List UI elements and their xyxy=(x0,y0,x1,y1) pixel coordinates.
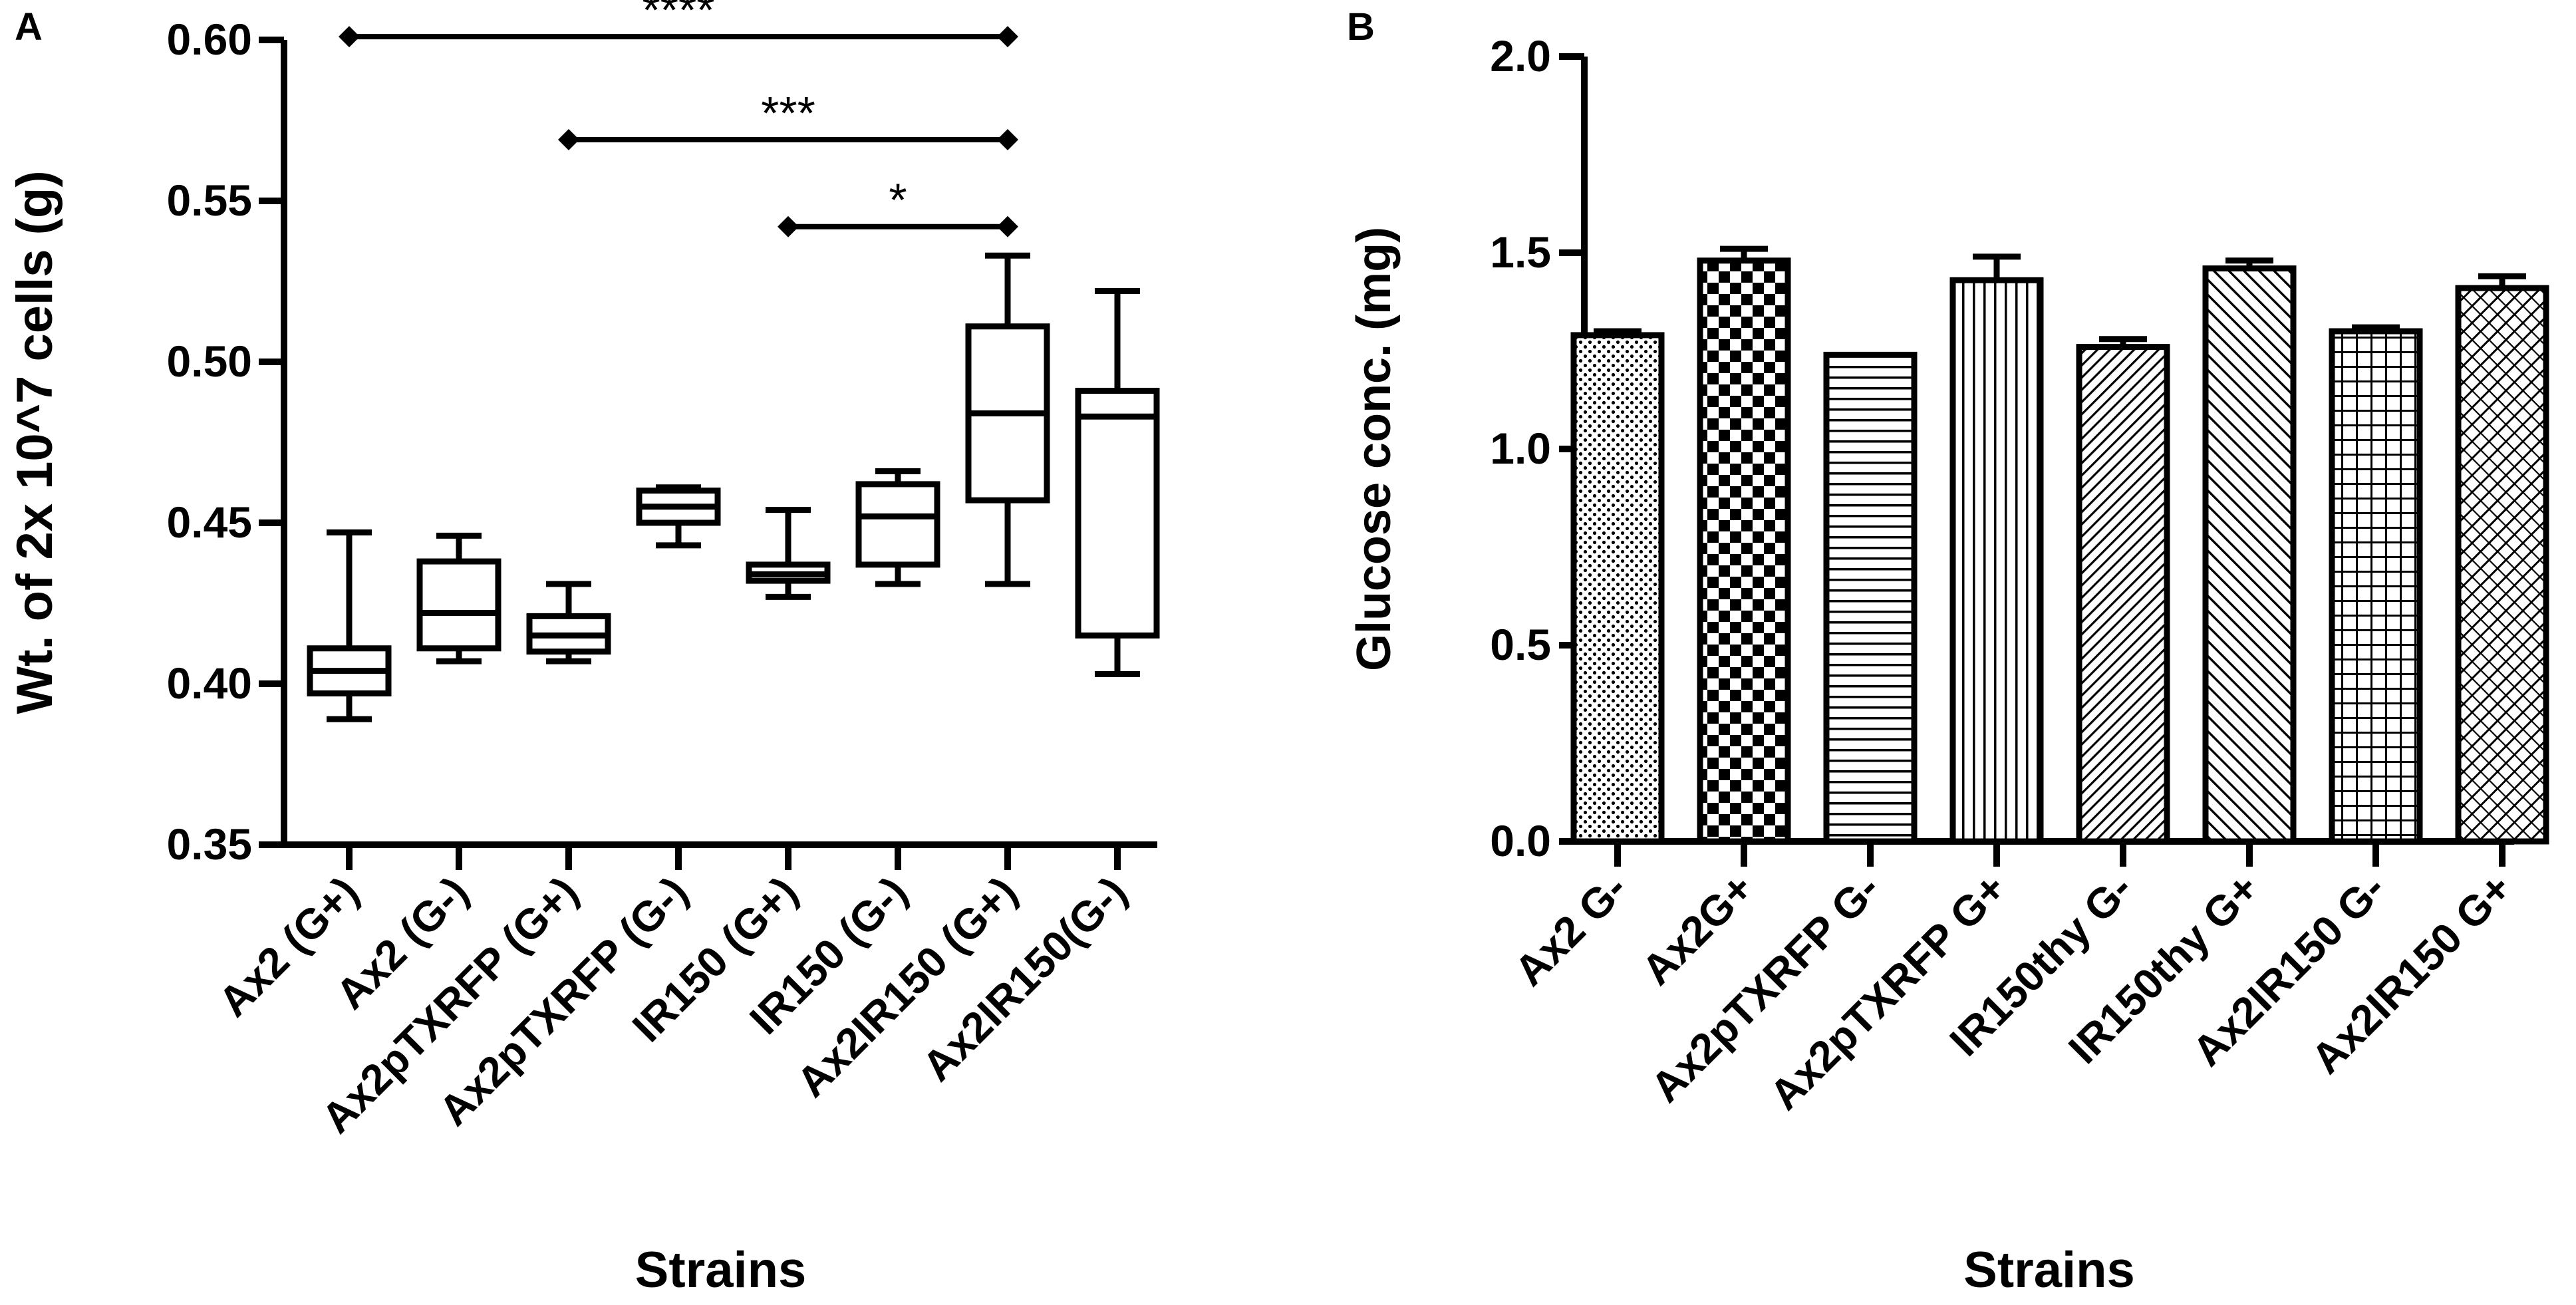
x-axis-label: Strains xyxy=(635,1242,807,1298)
y-tick-label: 0.60 xyxy=(167,15,252,64)
significance-endpoint xyxy=(339,26,360,48)
bar xyxy=(2076,344,2170,845)
y-tick-label: 0.5 xyxy=(1490,620,1551,669)
significance-label: * xyxy=(889,174,907,226)
x-tick-label: Ax2 G- xyxy=(1505,864,1636,995)
x-tick-label: Ax2G+ xyxy=(1632,864,1763,994)
x-tick-label: Ax2pTXRFP G- xyxy=(1642,864,1889,1111)
panel-b: B 0.0 0.5 1.0 1.5 2.0 Glucose conc. (mg) Strain… xyxy=(1347,5,2549,1298)
y-axis-label: Glucose conc. (mg) xyxy=(1348,227,1401,671)
x-axis-label: Strains xyxy=(1963,1242,2135,1298)
y-axis-label: Wt. of 2x 10^7 cells (g) xyxy=(7,170,63,714)
box xyxy=(1075,388,1160,639)
panel-letter-a: A xyxy=(15,5,43,49)
significance-endpoint xyxy=(558,129,579,151)
y-tick-label: 0.55 xyxy=(167,176,252,225)
significance-endpoint xyxy=(997,26,1018,48)
y-tick-label: 0.0 xyxy=(1490,816,1551,865)
box xyxy=(416,558,501,652)
y-tick-label: 0.40 xyxy=(167,658,252,708)
box xyxy=(855,481,940,568)
bar xyxy=(2202,265,2297,845)
y-tick-label: 0.50 xyxy=(167,337,252,386)
significance-label: **** xyxy=(643,0,715,36)
bar xyxy=(1823,351,1918,845)
y-tick-label: 2.0 xyxy=(1490,31,1551,80)
significance-label: *** xyxy=(761,87,815,139)
bar xyxy=(2329,328,2423,845)
panel-letter-b: B xyxy=(1347,5,1375,49)
x-tick-label: Ax2pTXRFP G+ xyxy=(1761,864,2015,1119)
bar xyxy=(2455,285,2549,845)
y-tick-label: 0.45 xyxy=(167,498,252,547)
bar xyxy=(1570,332,1665,845)
y-tick-label: 1.0 xyxy=(1490,424,1551,473)
y-tick-label: 0.35 xyxy=(167,819,252,869)
bar xyxy=(1697,257,1791,845)
significance-endpoint xyxy=(997,129,1018,151)
bar xyxy=(1949,277,2044,845)
significance-endpoint xyxy=(997,216,1018,237)
y-tick-label: 1.5 xyxy=(1490,227,1551,277)
significance-endpoint xyxy=(778,216,799,237)
panel-a: A 0.35 0.40 0.45 0.50 0.55 0.60 Wt. of 2x 10^7 … xyxy=(7,0,1160,1298)
